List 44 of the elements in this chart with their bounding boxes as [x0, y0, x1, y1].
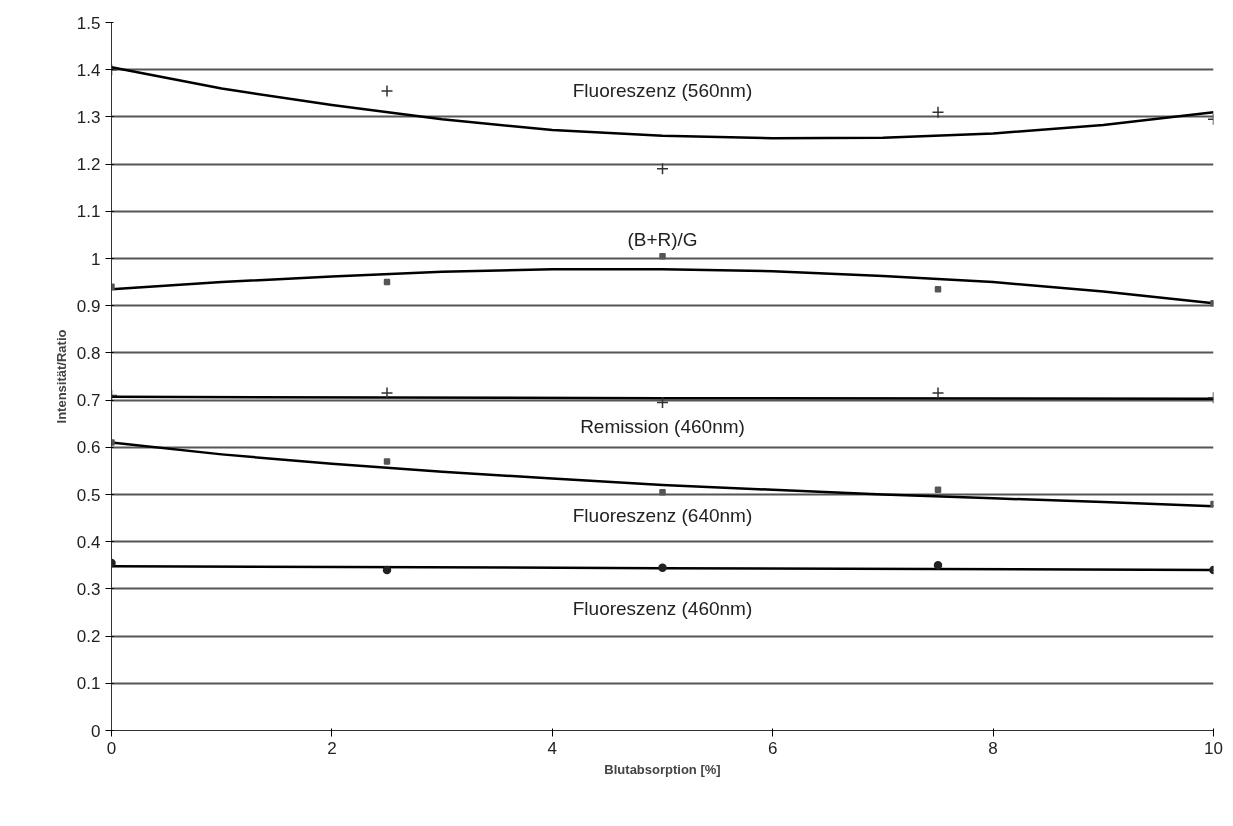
x-tick-label: 10 [1204, 738, 1223, 758]
point [383, 458, 391, 465]
x-tick-label: 6 [767, 738, 778, 758]
y-tick-label: 0.9 [76, 296, 101, 316]
point [382, 565, 392, 575]
series-label: Remission (460nm) [580, 415, 745, 437]
point [931, 386, 945, 400]
y-tick-label: 0.1 [76, 674, 101, 694]
point [934, 486, 942, 494]
x-tick-label: 0 [106, 738, 117, 758]
y-tick-label: 1.5 [76, 13, 101, 33]
point [659, 488, 666, 496]
y-tick-label: 1 [91, 249, 101, 269]
x-tick-label: 2 [327, 738, 337, 758]
y-tick-label: 0.5 [76, 485, 101, 505]
series-label: Fluoreszenz (460nm) [572, 597, 753, 619]
y-tick-label: 0.2 [76, 627, 101, 647]
y-tick-label: 0 [91, 721, 101, 741]
series-label: Fluoreszenz (560nm) [572, 80, 753, 102]
series-label: Fluoreszenz (640nm) [572, 504, 753, 526]
y-tick-label: 0.6 [76, 438, 101, 458]
y-tick-label: 1.4 [76, 60, 101, 80]
point [656, 396, 669, 409]
y-tick-label: 1.2 [76, 155, 101, 175]
x-tick-label: 4 [547, 738, 558, 758]
point [380, 84, 394, 98]
point [933, 561, 943, 570]
x-tick-label: 8 [988, 738, 998, 758]
point [934, 285, 942, 293]
y-tick-label: 1.1 [76, 202, 101, 222]
point [656, 162, 669, 176]
x-axis-title: Blutabsorption [%] [604, 761, 721, 777]
y-tick-label: 0.8 [76, 343, 101, 363]
point [931, 105, 945, 119]
y-tick-label: 1.3 [76, 107, 101, 127]
y-axis-title: Intensität/Ratio [53, 329, 69, 424]
y-tick-label: 0.4 [76, 532, 101, 552]
y-tick-label: 0.3 [76, 579, 101, 599]
point [383, 278, 391, 286]
point [658, 563, 667, 572]
point [659, 252, 666, 260]
y-tick-label: 0.7 [76, 391, 101, 411]
series-label: (B+R)/G [627, 228, 698, 250]
point [380, 386, 394, 400]
